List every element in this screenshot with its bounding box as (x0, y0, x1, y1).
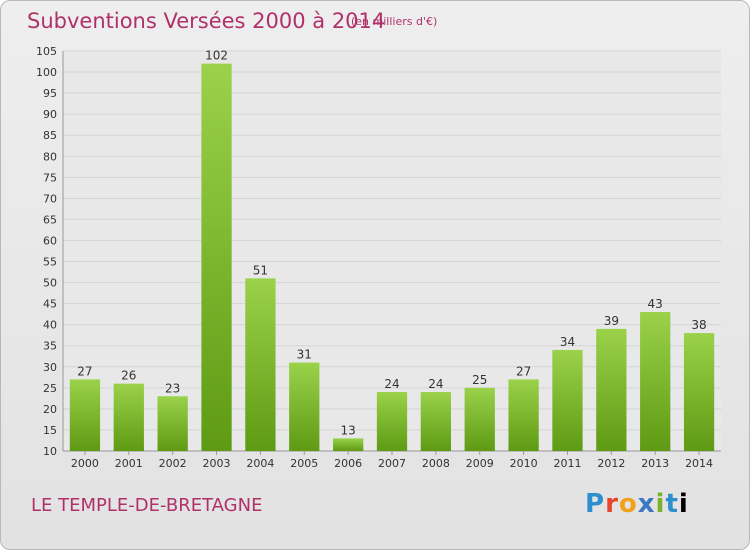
x-tick-label: 2008 (422, 457, 450, 470)
logo-letter: t (665, 489, 679, 519)
logo-letter: x (637, 489, 656, 519)
logo-letter: i (678, 489, 689, 519)
bar-value-label: 31 (297, 348, 312, 362)
proxiti-logo: Proxiti (585, 489, 689, 519)
bar-value-label: 102 (205, 49, 228, 63)
bar-value-label: 13 (340, 423, 355, 437)
x-tick-label: 2004 (246, 457, 274, 470)
y-tick-label: 50 (43, 277, 57, 290)
bar-value-label: 38 (691, 318, 706, 332)
bar (113, 383, 144, 451)
x-tick-label: 2012 (597, 457, 625, 470)
y-tick-label: 85 (43, 129, 57, 142)
bar (69, 379, 101, 451)
y-tick-label: 60 (43, 234, 57, 247)
x-tick-label: 2013 (641, 457, 669, 470)
bar (683, 333, 715, 451)
chart-title: Subventions Versées 2000 à 2014 (27, 9, 386, 33)
y-tick-label: 90 (43, 108, 57, 121)
y-tick-label: 70 (43, 192, 57, 205)
bar-value-label: 43 (648, 297, 663, 311)
bar (157, 396, 188, 451)
logo-letter: r (605, 489, 619, 519)
bar-value-label: 27 (516, 364, 531, 378)
bar-value-label: 26 (121, 369, 136, 383)
y-tick-label: 20 (43, 403, 57, 416)
bar (289, 362, 320, 451)
y-tick-label: 25 (43, 382, 57, 395)
y-tick-label: 45 (43, 298, 57, 311)
x-tick-label: 2007 (378, 457, 406, 470)
commune-name: LE TEMPLE-DE-BRETAGNE (31, 495, 263, 516)
x-tick-label: 2014 (685, 457, 713, 470)
bar (596, 328, 627, 451)
bar (420, 392, 452, 451)
x-tick-label: 2002 (159, 457, 187, 470)
x-tick-label: 2009 (466, 457, 494, 470)
bar (464, 387, 495, 451)
bar-value-label: 24 (428, 377, 443, 391)
x-tick-label: 2003 (203, 457, 231, 470)
y-tick-label: 30 (43, 361, 57, 374)
bar (376, 392, 408, 451)
y-tick-label: 65 (43, 213, 57, 226)
x-tick-label: 2000 (71, 457, 99, 470)
y-tick-label: 55 (43, 256, 57, 269)
bar-value-label: 51 (253, 263, 268, 277)
bar (201, 63, 232, 451)
logo-letter: P (585, 489, 606, 519)
bar (332, 438, 364, 451)
y-tick-label: 75 (43, 171, 57, 184)
y-tick-label: 95 (43, 87, 57, 100)
bar (552, 349, 583, 451)
x-tick-label: 2006 (334, 457, 362, 470)
bar-value-label: 34 (560, 335, 575, 349)
logo-letter: o (618, 489, 638, 519)
bar (508, 379, 539, 451)
bar (245, 278, 276, 451)
bar-value-label: 24 (384, 377, 399, 391)
logo-letter: i (655, 489, 666, 519)
bar-value-label: 25 (472, 373, 487, 387)
bar (640, 312, 671, 451)
x-tick-label: 2001 (115, 457, 143, 470)
bar-value-label: 27 (77, 364, 92, 378)
y-tick-label: 40 (43, 319, 57, 332)
y-tick-label: 15 (43, 424, 57, 437)
chart-unit-note: (en milliers d'€) (351, 15, 438, 28)
x-tick-label: 2005 (290, 457, 318, 470)
y-tick-label: 100 (36, 66, 57, 79)
x-tick-label: 2010 (510, 457, 538, 470)
y-tick-label: 35 (43, 340, 57, 353)
x-tick-label: 2011 (553, 457, 581, 470)
bar-value-label: 23 (165, 381, 180, 395)
bar-value-label: 39 (604, 314, 619, 328)
y-tick-label: 80 (43, 150, 57, 163)
y-tick-label: 10 (43, 445, 57, 458)
y-tick-label: 105 (36, 45, 57, 58)
